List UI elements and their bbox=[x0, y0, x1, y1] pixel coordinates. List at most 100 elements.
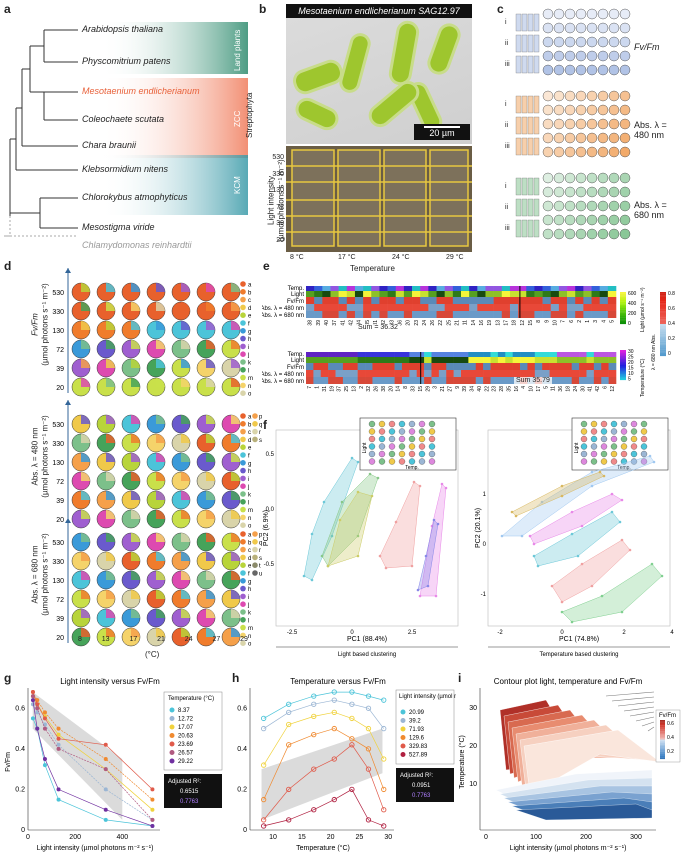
e-order-label: 33 bbox=[411, 386, 417, 392]
heat-cell bbox=[526, 286, 535, 291]
heat-cell bbox=[505, 352, 513, 357]
legend-letter: g bbox=[248, 461, 251, 467]
pie-slice bbox=[81, 552, 90, 561]
heat-cell bbox=[591, 291, 600, 297]
heat-cell bbox=[497, 370, 506, 377]
i-legend-cell bbox=[660, 748, 665, 750]
well-circle bbox=[553, 104, 565, 116]
pie-slice bbox=[181, 283, 190, 292]
legend-letter: i bbox=[248, 345, 249, 351]
d-y-tick: 330 bbox=[52, 441, 64, 448]
pie-slice bbox=[206, 321, 215, 330]
well-circle bbox=[553, 22, 565, 34]
heat-cell bbox=[330, 286, 339, 291]
mini-well-strip bbox=[521, 177, 528, 196]
e-row-label: Abs. λ = 480 nm bbox=[262, 372, 304, 378]
d-block3-title: Abs. λ = 680 nm bbox=[30, 545, 40, 604]
g-point bbox=[150, 823, 155, 828]
legend-letter: h bbox=[248, 337, 251, 343]
f-inset-well bbox=[378, 458, 386, 465]
f-inset-well bbox=[620, 450, 628, 458]
well-circle bbox=[575, 90, 587, 102]
heat-cell bbox=[558, 297, 568, 304]
g-point bbox=[30, 690, 35, 695]
heat-cell bbox=[608, 370, 617, 377]
e-row-label: Abs. λ = 480 nm bbox=[262, 306, 304, 312]
d-block3-unit: (µmol photons s⁻¹ m⁻²) bbox=[40, 533, 50, 616]
pie-slice bbox=[181, 378, 190, 387]
heat-cell bbox=[379, 311, 388, 318]
pie-grid: 530 330 130 72 39 20 530 330 130 72 39 20 530 330 130 7… bbox=[52, 268, 262, 648]
pca-point bbox=[620, 538, 624, 542]
legend-letter: a bbox=[248, 415, 252, 421]
heat-cell bbox=[372, 370, 381, 377]
light-level-20: 20 bbox=[276, 236, 284, 244]
well-circle bbox=[586, 64, 598, 76]
heat-cell bbox=[320, 352, 329, 357]
d-block1-unit: (µmol photons s⁻¹ m⁻²) bbox=[40, 283, 50, 366]
heat-cell bbox=[490, 370, 499, 377]
f-inset-well bbox=[388, 420, 396, 428]
g-point bbox=[103, 807, 108, 812]
legend-dot bbox=[240, 328, 246, 334]
pie-slice bbox=[206, 510, 215, 519]
h-xtick: 20 bbox=[327, 834, 335, 841]
heat-cell bbox=[505, 357, 513, 363]
h-series-line bbox=[263, 788, 384, 827]
e-order-label: 6 bbox=[569, 320, 575, 323]
pie-slice bbox=[206, 472, 215, 481]
pie-slice bbox=[131, 590, 140, 599]
f-inset-well bbox=[378, 450, 386, 458]
scale-cell bbox=[620, 372, 626, 375]
f-inset-well bbox=[600, 428, 608, 435]
d-x-13: 13 bbox=[101, 636, 110, 643]
well-circle bbox=[542, 64, 554, 76]
mini-well-strip bbox=[533, 219, 540, 238]
h-point bbox=[381, 697, 387, 703]
f-inset-well bbox=[418, 450, 426, 458]
heat-cell bbox=[608, 363, 617, 370]
e-order-label: 12 bbox=[610, 386, 616, 392]
panel-label-i: i bbox=[458, 671, 462, 685]
g-series-line bbox=[32, 700, 153, 827]
pie-slice bbox=[231, 321, 240, 330]
g-xtick: 0 bbox=[26, 834, 30, 841]
f-inset-well bbox=[610, 435, 618, 443]
scale-cell bbox=[660, 346, 666, 349]
heat-cell bbox=[444, 297, 454, 304]
legend-letter: j bbox=[247, 603, 249, 609]
legend-dot bbox=[240, 436, 246, 443]
heat-cell bbox=[567, 304, 576, 311]
scale-cell bbox=[660, 320, 666, 323]
panel-label-f: f bbox=[263, 418, 267, 432]
f-ytick: 0.0 bbox=[266, 507, 275, 513]
g-point bbox=[30, 694, 35, 699]
e-order-label: 39 bbox=[316, 320, 322, 326]
scale-cell bbox=[620, 320, 626, 323]
g-point bbox=[35, 706, 40, 711]
legend-letter: n bbox=[248, 516, 251, 522]
scale-cell bbox=[660, 352, 666, 355]
pie-slice bbox=[181, 340, 190, 349]
heat-cell bbox=[509, 286, 519, 291]
i-legend-cell bbox=[660, 747, 665, 749]
chart-i: Contour plot light, temperature and Fv/F… bbox=[458, 677, 681, 852]
e-order-label: 38 bbox=[381, 386, 387, 392]
e-order-label: 19 bbox=[329, 386, 335, 392]
pie-slice bbox=[131, 415, 140, 424]
heat-cell bbox=[313, 377, 322, 384]
well-circle bbox=[597, 50, 609, 62]
legend-letter: b bbox=[248, 540, 252, 546]
d-x-17: 17 bbox=[129, 636, 138, 643]
well-circle bbox=[597, 132, 609, 144]
heat-cell bbox=[379, 304, 388, 311]
scale-cell bbox=[620, 308, 626, 310]
f-inset-well bbox=[590, 443, 598, 450]
f-inset-well bbox=[388, 443, 396, 450]
pie-slice bbox=[81, 533, 90, 542]
h-point bbox=[261, 817, 267, 823]
heat-cell bbox=[485, 297, 494, 304]
pca-point bbox=[356, 554, 360, 558]
h-legend-dot bbox=[400, 709, 406, 715]
well-circle bbox=[608, 64, 620, 76]
